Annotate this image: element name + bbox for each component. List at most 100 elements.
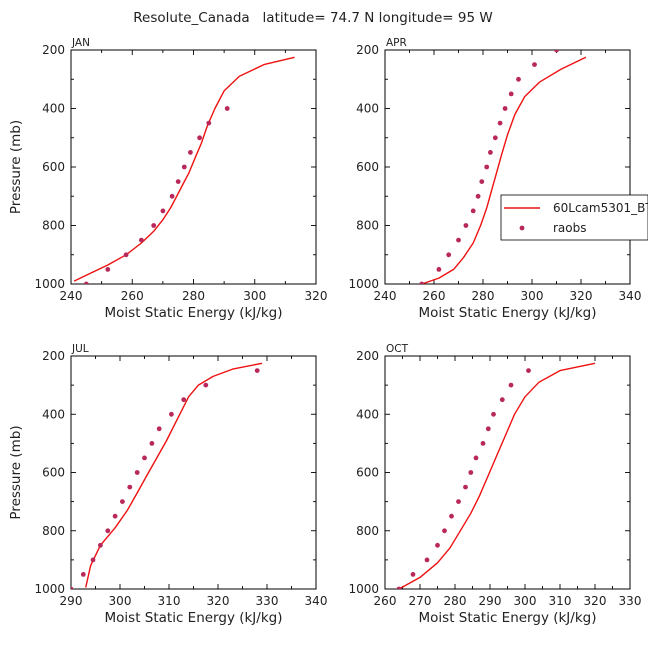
obs-point xyxy=(479,179,485,185)
x-tick-label: 280 xyxy=(182,289,205,303)
obs-point xyxy=(160,208,166,214)
x-tick-label: 290 xyxy=(479,594,502,608)
model-line xyxy=(85,362,263,588)
obs-point xyxy=(80,572,86,577)
obs-point xyxy=(224,106,230,111)
y-tick-label: 600 xyxy=(356,466,379,480)
obs-point xyxy=(446,252,452,258)
obs-point xyxy=(203,382,209,388)
obs-point xyxy=(120,499,125,504)
x-tick-label: 260 xyxy=(121,289,144,303)
obs-point xyxy=(90,557,96,563)
obs-point xyxy=(449,513,454,519)
figure-title: Resolute_Canada latitude= 74.7 N longitu… xyxy=(133,10,492,26)
panel-oct: OCT 260 270 280 290 300 310 320 330 200 400 600 800 1… xyxy=(348,343,641,626)
series-group xyxy=(396,362,596,589)
legend-obs-swatch xyxy=(519,225,525,231)
x-tick-label: 280 xyxy=(472,289,495,303)
panel-label: OCT xyxy=(386,343,409,355)
obs-point xyxy=(127,484,133,490)
y-tick-label: 400 xyxy=(356,102,379,116)
obs-point xyxy=(112,513,118,519)
obs-point xyxy=(502,106,508,111)
obs-point xyxy=(424,557,430,563)
x-axis-title: Moist Static Energy (kJ/kg) xyxy=(105,610,283,626)
y-tick-label: 200 xyxy=(356,43,379,57)
x-tick-label: 330 xyxy=(619,594,642,608)
x-tick-label: 300 xyxy=(109,594,132,608)
x-tick-label: 260 xyxy=(374,594,397,608)
x-axis-title: Moist Static Energy (kJ/kg) xyxy=(419,305,597,321)
x-tick-label: 320 xyxy=(207,594,230,608)
y-tick-label: 600 xyxy=(42,466,65,480)
obs-point xyxy=(71,586,74,589)
x-tick-label: 320 xyxy=(584,594,607,608)
plot-frame xyxy=(70,49,317,285)
legend-frame xyxy=(500,194,648,241)
x-tick-label: 270 xyxy=(409,594,432,608)
obs-point xyxy=(516,76,521,82)
obs-point xyxy=(410,572,416,577)
legend: 60Lcam5301_BT raobs xyxy=(500,194,648,241)
obs-point xyxy=(497,120,503,126)
obs-point xyxy=(508,382,514,388)
y-tick-label: 800 xyxy=(42,524,65,538)
obs-point xyxy=(491,411,496,417)
legend-model-label: 60Lcam5301_BT xyxy=(553,201,648,215)
obs-point xyxy=(188,150,193,155)
obs-point xyxy=(442,528,447,534)
legend-obs-label: raobs xyxy=(553,221,587,235)
x-tick-label: 240 xyxy=(60,289,83,303)
y-tick-label: 400 xyxy=(42,102,65,116)
plot-frame xyxy=(384,49,631,285)
x-tick-label: 320 xyxy=(570,289,593,303)
model-line xyxy=(398,362,596,589)
obs-point xyxy=(463,223,469,228)
obs-point xyxy=(105,528,111,534)
obs-point xyxy=(123,252,129,258)
obs-point xyxy=(554,50,559,53)
x-tick-label: 280 xyxy=(444,594,467,608)
y-axis-title: Pressure (mb) xyxy=(8,425,24,519)
obs-point xyxy=(473,455,479,461)
x-tick-label: 310 xyxy=(549,594,572,608)
y-tick-label: 800 xyxy=(42,219,65,233)
x-axis-title: Moist Static Energy (kJ/kg) xyxy=(419,610,597,626)
panel-jan: JAN 240 260 280 300 320 200 400 600 800 1000 Moist … xyxy=(8,37,327,321)
y-tick-label: 1000 xyxy=(34,277,65,291)
obs-point xyxy=(480,441,486,446)
y-tick-label: 1000 xyxy=(348,277,379,291)
obs-point xyxy=(169,193,175,199)
obs-point xyxy=(175,179,181,185)
x-tick-label: 290 xyxy=(60,594,83,608)
obs-point xyxy=(508,91,514,97)
obs-point xyxy=(456,499,461,504)
obs-point xyxy=(197,135,203,141)
x-tick-label: 300 xyxy=(521,289,544,303)
obs-point xyxy=(149,441,155,446)
model-line xyxy=(421,56,587,284)
series-group xyxy=(73,56,295,284)
obs-point xyxy=(435,542,440,548)
obs-point xyxy=(499,397,505,403)
y-axis-title: Pressure (mb) xyxy=(8,120,24,214)
y-tick-label: 800 xyxy=(356,219,379,233)
panel-jul: JUL 290 300 310 320 330 340 200 400 600 800 1000 Moi… xyxy=(8,343,327,626)
obs-point xyxy=(181,397,187,403)
x-tick-label: 310 xyxy=(158,594,181,608)
obs-point xyxy=(475,193,481,199)
y-tick-label: 600 xyxy=(42,160,65,174)
panel-apr: APR 240 260 280 300 320 340 200 400 600 800 1000 Moi… xyxy=(348,37,641,321)
y-tick-label: 600 xyxy=(356,160,379,174)
obs-point xyxy=(83,281,89,284)
plot-frame xyxy=(384,355,631,590)
obs-point xyxy=(105,267,111,272)
obs-point xyxy=(169,411,174,417)
series-group xyxy=(419,50,587,284)
obs-point xyxy=(485,426,491,432)
y-tick-label: 200 xyxy=(42,43,65,57)
x-tick-label: 320 xyxy=(305,289,328,303)
y-tick-label: 200 xyxy=(42,349,65,363)
obs-point xyxy=(492,135,498,141)
